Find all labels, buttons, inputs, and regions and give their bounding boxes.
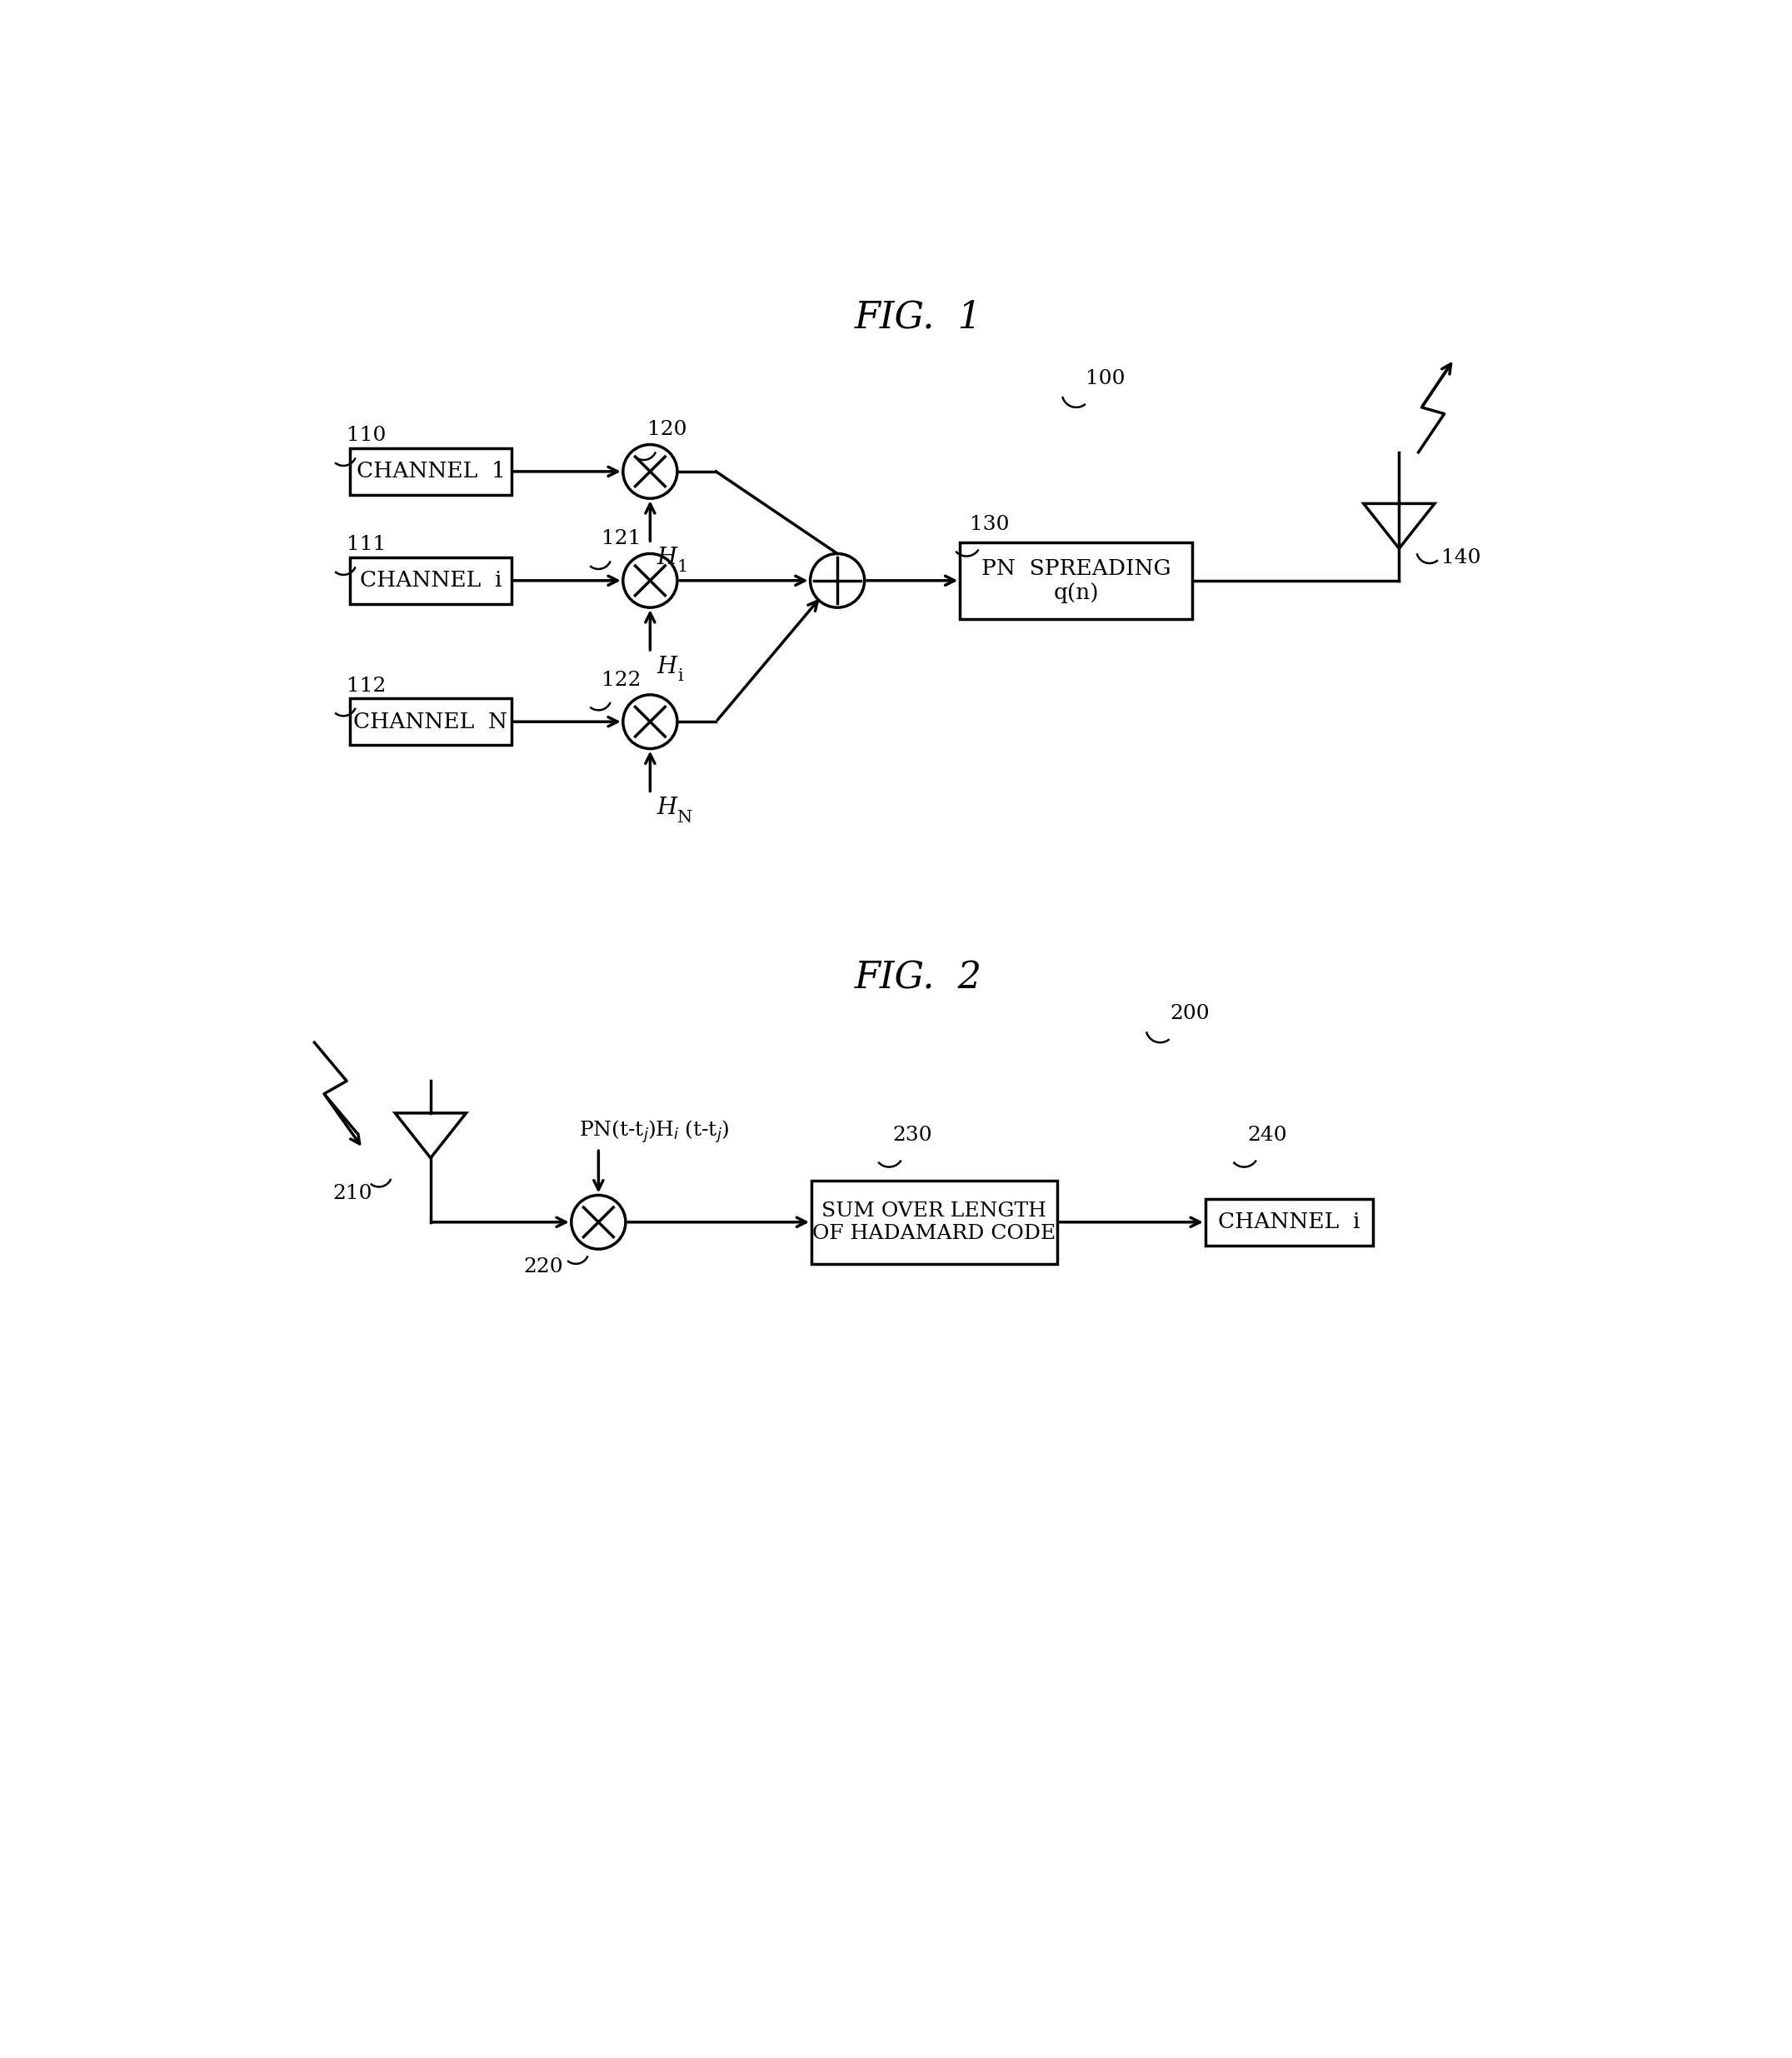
- Text: 200: 200: [1170, 1004, 1210, 1023]
- Text: CHANNEL  N: CHANNEL N: [353, 712, 507, 733]
- Text: 230: 230: [892, 1126, 932, 1144]
- Text: i: i: [677, 669, 683, 685]
- Text: H: H: [656, 547, 677, 570]
- FancyBboxPatch shape: [1206, 1200, 1373, 1245]
- Text: H: H: [656, 796, 677, 819]
- Text: 112: 112: [346, 677, 385, 696]
- Text: 210: 210: [333, 1183, 373, 1202]
- Text: CHANNEL  i: CHANNEL i: [360, 570, 502, 591]
- Text: 120: 120: [647, 420, 686, 440]
- Text: 122: 122: [602, 671, 642, 689]
- Text: SUM OVER LENGTH
OF HADAMARD CODE: SUM OVER LENGTH OF HADAMARD CODE: [812, 1202, 1055, 1243]
- Text: 140: 140: [1441, 549, 1480, 568]
- Text: FIG.  2: FIG. 2: [855, 961, 982, 996]
- Text: 121: 121: [602, 529, 642, 549]
- Text: 130: 130: [969, 514, 1009, 535]
- Text: CHANNEL  1: CHANNEL 1: [357, 461, 505, 482]
- Text: N: N: [677, 809, 692, 825]
- Text: 240: 240: [1247, 1126, 1287, 1144]
- Text: 100: 100: [1086, 368, 1125, 389]
- Text: 220: 220: [523, 1257, 563, 1276]
- FancyBboxPatch shape: [349, 449, 511, 494]
- Text: 111: 111: [346, 535, 385, 554]
- Text: FIG.  1: FIG. 1: [855, 300, 982, 335]
- FancyBboxPatch shape: [812, 1181, 1057, 1264]
- Text: H: H: [656, 657, 677, 679]
- Text: CHANNEL  i: CHANNEL i: [1219, 1212, 1360, 1233]
- Text: PN(t-t$_j$)H$_i$ (t-t$_j$): PN(t-t$_j$)H$_i$ (t-t$_j$): [579, 1120, 729, 1144]
- Text: PN  SPREADING
q(n): PN SPREADING q(n): [982, 558, 1172, 603]
- FancyBboxPatch shape: [961, 541, 1192, 619]
- FancyBboxPatch shape: [349, 698, 511, 745]
- Text: 110: 110: [346, 426, 385, 445]
- Text: 1: 1: [677, 560, 688, 576]
- FancyBboxPatch shape: [349, 558, 511, 603]
